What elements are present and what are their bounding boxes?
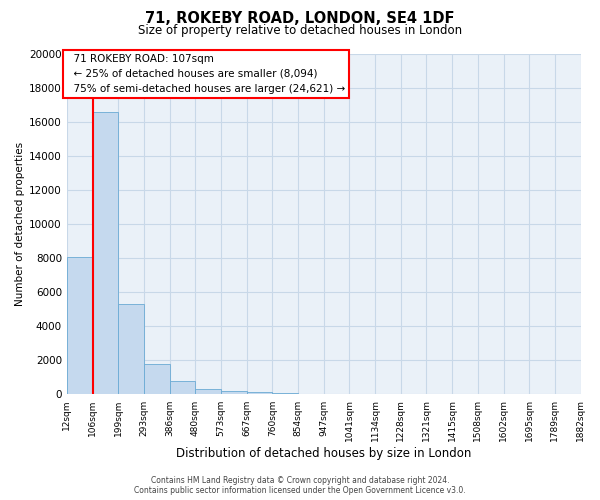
Bar bbox=[247, 392, 272, 394]
Y-axis label: Number of detached properties: Number of detached properties bbox=[15, 142, 25, 306]
Bar bbox=[144, 364, 170, 394]
Text: 71, ROKEBY ROAD, LONDON, SE4 1DF: 71, ROKEBY ROAD, LONDON, SE4 1DF bbox=[145, 11, 455, 26]
Bar bbox=[118, 304, 144, 394]
X-axis label: Distribution of detached houses by size in London: Distribution of detached houses by size … bbox=[176, 447, 472, 460]
Bar bbox=[196, 390, 221, 394]
Bar bbox=[92, 112, 118, 395]
Bar bbox=[272, 393, 298, 394]
Text: Contains HM Land Registry data © Crown copyright and database right 2024.: Contains HM Land Registry data © Crown c… bbox=[151, 476, 449, 485]
Bar bbox=[170, 381, 196, 394]
Text: Contains public sector information licensed under the Open Government Licence v3: Contains public sector information licen… bbox=[134, 486, 466, 495]
Text: Size of property relative to detached houses in London: Size of property relative to detached ho… bbox=[138, 24, 462, 37]
Bar bbox=[67, 256, 92, 394]
Bar bbox=[221, 391, 247, 394]
Text: 71 ROKEBY ROAD: 107sqm
  ← 25% of detached houses are smaller (8,094)
  75% of s: 71 ROKEBY ROAD: 107sqm ← 25% of detached… bbox=[67, 54, 345, 94]
